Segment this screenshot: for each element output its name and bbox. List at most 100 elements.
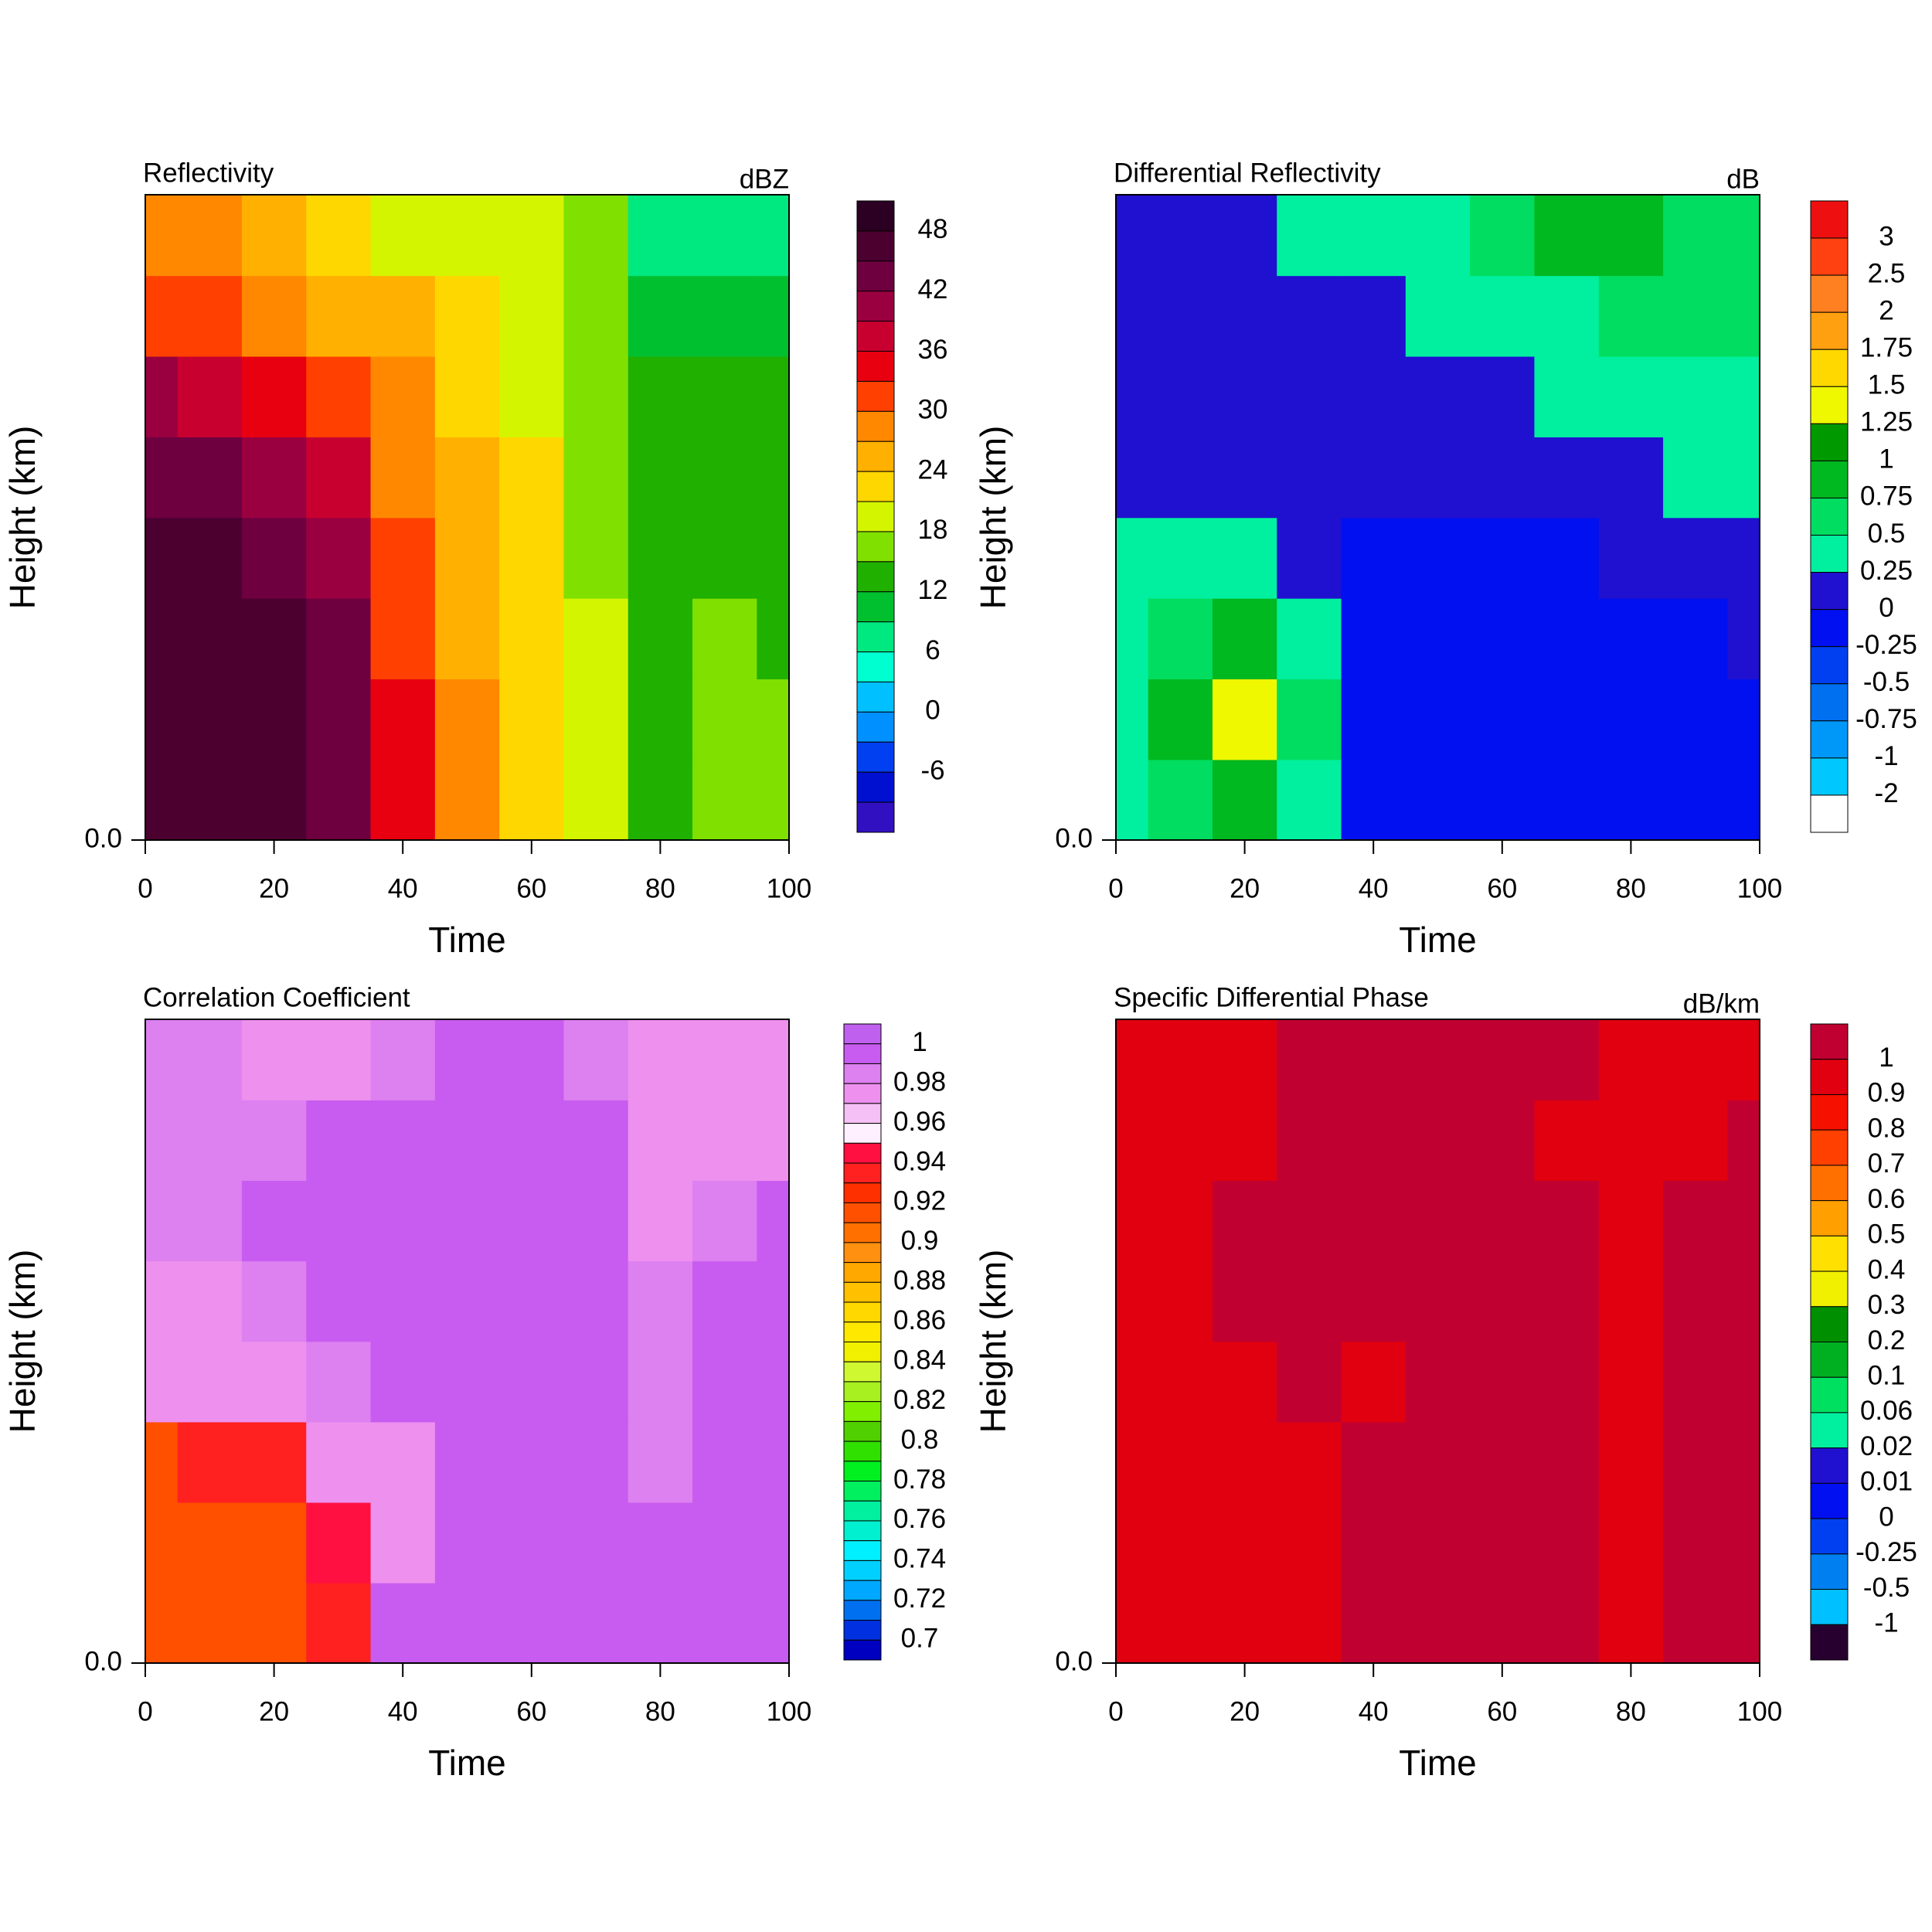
y-axis-label: Height (km) xyxy=(973,1250,1013,1434)
contour-cell xyxy=(1727,437,1760,519)
contour-cell xyxy=(1663,355,1729,437)
contour-cell xyxy=(177,1260,243,1342)
contour-cell xyxy=(1148,1260,1213,1342)
contour-cell xyxy=(1663,1341,1729,1423)
contour-cell xyxy=(1277,1019,1342,1100)
contour-cell xyxy=(1405,1502,1471,1583)
x-tick-label: 40 xyxy=(388,873,418,903)
contour-cell xyxy=(692,195,758,277)
contour-cell xyxy=(1534,1421,1600,1503)
contour-cell xyxy=(1341,1502,1406,1583)
contour-cell xyxy=(145,437,179,519)
contour-cell xyxy=(499,597,565,680)
contour-cell xyxy=(1470,1421,1536,1503)
contour-cell xyxy=(1277,1260,1342,1342)
colorbar-box xyxy=(856,260,895,292)
contour-cell xyxy=(1663,1019,1729,1100)
colorbar-label: 1.5 xyxy=(1868,370,1906,400)
colorbar-box xyxy=(1810,349,1849,387)
contour-cell xyxy=(757,597,790,680)
contour-cell xyxy=(757,1582,790,1664)
contour-cell xyxy=(1212,1019,1278,1100)
contour-cell xyxy=(1277,1341,1342,1423)
contour-cell xyxy=(1212,517,1278,599)
colorbar-label: 3 xyxy=(1879,221,1893,251)
contour-cell xyxy=(1341,275,1406,357)
contour-cell xyxy=(1727,1180,1760,1262)
colorbar-label: -0.25 xyxy=(1855,1537,1917,1567)
contour-cell xyxy=(1727,517,1760,599)
x-tick-label: 60 xyxy=(1487,873,1517,903)
contour-cell xyxy=(177,355,243,437)
colorbar-box xyxy=(843,1281,882,1303)
contour-cell xyxy=(1727,679,1760,760)
contour-cell xyxy=(370,1260,436,1342)
x-tick-label: 20 xyxy=(1230,873,1260,903)
contour-cell xyxy=(1405,517,1471,599)
contour-cell xyxy=(563,517,629,599)
contour-cell xyxy=(241,437,308,519)
colorbar-box xyxy=(843,1043,882,1064)
contour-cell xyxy=(1663,517,1729,599)
contour-cell xyxy=(563,1341,629,1423)
contour-cell xyxy=(434,1180,500,1262)
contour-cell xyxy=(177,275,243,357)
colorbar-box xyxy=(1810,535,1849,573)
x-tick-label: 100 xyxy=(1737,1696,1782,1726)
colorbar-box xyxy=(856,321,895,352)
colorbar-box xyxy=(1810,757,1849,796)
contour-cell xyxy=(1148,1019,1213,1100)
x-axis-label: Time xyxy=(1399,920,1477,960)
colorbar-label: 6 xyxy=(925,635,940,665)
contour-cell xyxy=(1212,275,1278,357)
contour-cell xyxy=(692,1421,758,1503)
contour-cell xyxy=(1277,1180,1342,1262)
contour-cell xyxy=(1534,275,1600,357)
contour-cell xyxy=(1598,597,1664,680)
colorbar-box xyxy=(843,1182,882,1203)
colorbar-label: 1.25 xyxy=(1860,407,1913,437)
colorbar-label: 0.06 xyxy=(1860,1396,1913,1426)
contour-cell xyxy=(434,1100,500,1182)
contour-cell xyxy=(1663,437,1729,519)
colorbar-label: -0.5 xyxy=(1863,667,1910,697)
contour-cell xyxy=(1598,1260,1664,1342)
colorbar-box xyxy=(856,741,895,773)
contour-cell xyxy=(177,1100,243,1182)
contour-cell xyxy=(692,355,758,437)
contour-cell xyxy=(692,1341,758,1423)
colorbar-box xyxy=(843,1600,882,1621)
contour-cell xyxy=(499,1100,565,1182)
contour-cell xyxy=(1148,1180,1213,1262)
x-axis-label: Time xyxy=(428,920,506,960)
contour-cell xyxy=(1534,1582,1600,1664)
contour-cell xyxy=(241,1019,308,1100)
colorbar-box xyxy=(856,440,895,472)
contour-cell xyxy=(177,1421,243,1503)
contour-cell xyxy=(692,1582,758,1664)
colorbar-box xyxy=(1810,720,1849,759)
contour-cell xyxy=(145,597,179,680)
contour-cell xyxy=(1470,1100,1536,1182)
contour-cell xyxy=(370,355,436,437)
contour-cell xyxy=(1598,355,1664,437)
contour-cell xyxy=(1470,1180,1536,1262)
contour-cell xyxy=(177,517,243,599)
contour-cell xyxy=(241,275,308,357)
colorbar-box xyxy=(1810,237,1849,276)
colorbar-box xyxy=(843,1420,882,1442)
colorbar-label: 0.4 xyxy=(1868,1254,1906,1284)
contour-cell xyxy=(1598,1502,1664,1583)
contour-cell xyxy=(1341,517,1406,599)
contour-cell xyxy=(306,1341,372,1423)
colorbar-box xyxy=(1810,497,1849,536)
contour-cell xyxy=(1727,1421,1760,1503)
contour-cell xyxy=(1663,597,1729,680)
x-tick-label: 80 xyxy=(645,873,675,903)
contour-cell xyxy=(1148,759,1213,841)
contour-cell xyxy=(757,275,790,357)
contour-cell xyxy=(757,1260,790,1342)
colorbar-box xyxy=(843,1481,882,1502)
contour-cell xyxy=(692,679,758,760)
